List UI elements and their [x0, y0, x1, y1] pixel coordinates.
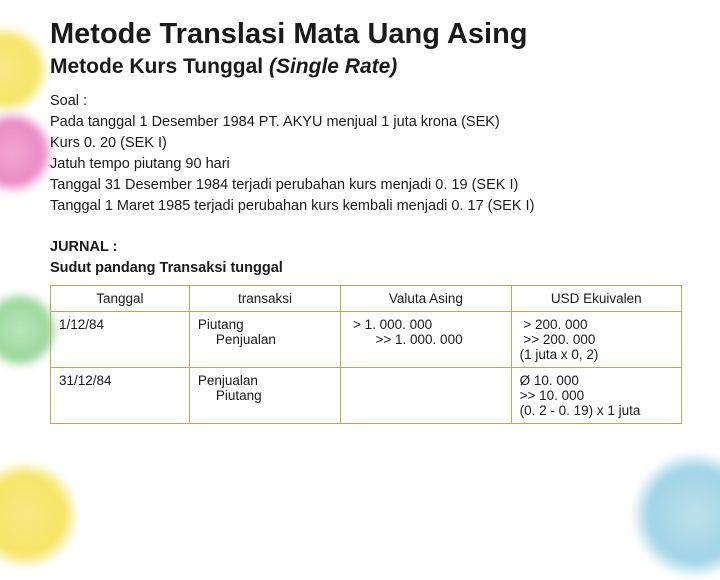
transaksi-line: Piutang	[198, 317, 244, 332]
th-transaksi: transaksi	[189, 286, 340, 312]
problem-line: Pada tanggal 1 Desember 1984 PT. AKYU me…	[50, 112, 682, 133]
slide-content: Metode Translasi Mata Uang Asing Metode …	[0, 0, 720, 442]
problem-block: Soal : Pada tanggal 1 Desember 1984 PT. …	[50, 91, 682, 217]
table-row: 1/12/84 Piutang Penjualan > 1. 000. 000 …	[51, 312, 682, 368]
transaksi-line: Penjualan	[198, 332, 332, 347]
problem-line: Soal :	[50, 91, 682, 112]
cell-valuta	[341, 368, 511, 424]
cell-tanggal: 1/12/84	[51, 312, 190, 368]
problem-line: Jatuh tempo piutang 90 hari	[50, 154, 682, 175]
jurnal-line: JURNAL :	[50, 237, 682, 258]
journal-table: Tanggal transaksi Valuta Asing USD Ekuiv…	[50, 285, 682, 424]
table-header-row: Tanggal transaksi Valuta Asing USD Ekuiv…	[51, 286, 682, 312]
cell-tanggal: 31/12/84	[51, 368, 190, 424]
cell-transaksi: Penjualan Piutang	[189, 368, 340, 424]
transaksi-line: Penjualan	[198, 373, 258, 388]
th-valuta: Valuta Asing	[341, 286, 511, 312]
th-usd: USD Ekuivalen	[511, 286, 681, 312]
table-row: 31/12/84 Penjualan Piutang Ø 10. 000 >> …	[51, 368, 682, 424]
jurnal-line: Sudut pandang Transaksi tunggal	[50, 258, 682, 279]
th-tanggal: Tanggal	[51, 286, 190, 312]
cell-usd: Ø 10. 000 >> 10. 000 (0. 2 - 0. 19) x 1 …	[511, 368, 681, 424]
subtitle-italic: (Single Rate)	[269, 55, 397, 78]
slide-subtitle: Metode Kurs Tunggal (Single Rate)	[50, 55, 682, 79]
cell-usd: > 200. 000 >> 200. 000 (1 juta x 0, 2)	[511, 312, 681, 368]
subtitle-plain: Metode Kurs Tunggal	[50, 55, 269, 78]
problem-line: Kurs 0. 20 (SEK I)	[50, 133, 682, 154]
cell-valuta: > 1. 000. 000 >> 1. 000. 000	[341, 312, 511, 368]
problem-line: Tanggal 31 Desember 1984 terjadi perubah…	[50, 175, 682, 196]
problem-line: Tanggal 1 Maret 1985 terjadi perubahan k…	[50, 196, 682, 217]
jurnal-heading: JURNAL : Sudut pandang Transaksi tunggal	[50, 237, 682, 279]
slide-title: Metode Translasi Mata Uang Asing	[50, 18, 682, 51]
cell-transaksi: Piutang Penjualan	[189, 312, 340, 368]
transaksi-line: Piutang	[198, 388, 332, 403]
